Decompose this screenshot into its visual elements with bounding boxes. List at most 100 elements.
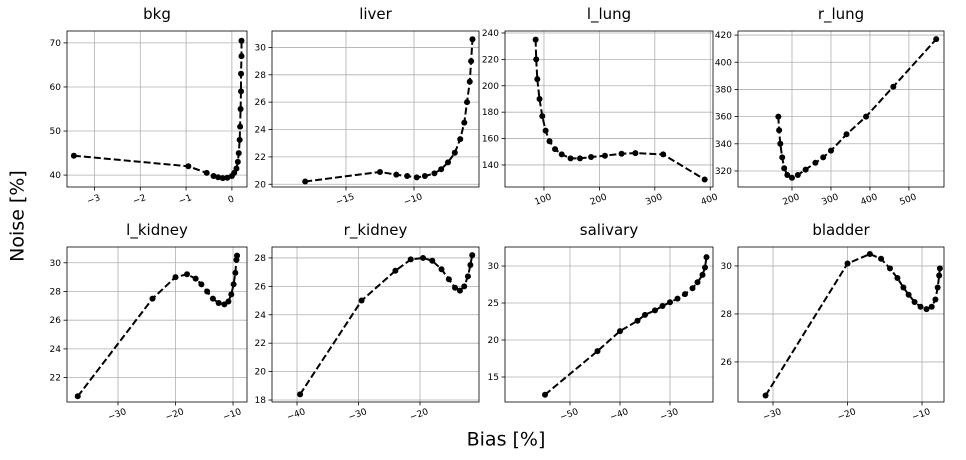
data-point: [172, 274, 179, 281]
y-tick-label: 26: [50, 316, 62, 326]
y-tick-label: 15: [488, 373, 499, 383]
data-point: [777, 140, 784, 147]
y-tick-label: 28: [255, 71, 267, 81]
y-tick-label: 28: [50, 287, 62, 297]
subplot-title: r_lung: [818, 5, 864, 24]
x-tick-label: −3: [86, 193, 102, 207]
data-point: [224, 174, 231, 181]
data-point: [421, 173, 428, 180]
data-point: [234, 158, 241, 165]
data-point: [762, 392, 769, 399]
data-point: [464, 273, 471, 280]
data-point: [788, 174, 795, 181]
y-tick-label: 20: [255, 368, 267, 378]
x-tick-label: −20: [409, 407, 431, 423]
y-tick-label: 22: [50, 374, 61, 384]
data-point: [536, 95, 543, 102]
y-tick-label: 200: [482, 82, 499, 92]
axes-frame: [66, 246, 248, 403]
data-point: [228, 291, 235, 298]
data-point: [576, 155, 583, 162]
series-line: [305, 39, 474, 183]
y-tick-label: 26: [721, 358, 733, 368]
data-point: [225, 298, 232, 305]
data-point: [667, 299, 673, 306]
x-tick-label: 100: [533, 192, 553, 207]
y-tick-label: 20: [255, 180, 267, 190]
data-point: [542, 391, 548, 398]
data-point: [468, 58, 475, 65]
data-point: [533, 56, 540, 63]
y-tick-label: 220: [482, 55, 499, 65]
data-point: [297, 391, 304, 398]
subplot-title: bladder: [812, 221, 870, 239]
x-tick-label: −10: [222, 407, 244, 423]
data-point: [843, 131, 850, 138]
data-point: [894, 274, 901, 281]
series-line: [777, 38, 937, 179]
x-tick-label: −40: [286, 407, 308, 423]
data-point: [936, 272, 943, 279]
data-point: [237, 106, 244, 112]
data-point: [923, 306, 930, 313]
y-tick-label: 160: [482, 135, 499, 145]
data-point: [674, 295, 681, 302]
data-point: [376, 168, 383, 175]
y-tick-label: 140: [482, 161, 499, 171]
x-tick-label: 0: [227, 194, 236, 205]
data-point: [445, 276, 452, 283]
axes-frame: [271, 246, 480, 403]
data-point: [230, 281, 237, 288]
data-point: [911, 298, 918, 305]
data-point: [934, 284, 941, 291]
data-point: [703, 254, 710, 261]
data-point: [567, 155, 574, 162]
data-point: [617, 328, 623, 335]
x-tick-label: −30: [107, 407, 129, 423]
x-tick-label: −30: [762, 407, 784, 423]
x-tick-label: −15: [335, 192, 356, 208]
data-point: [558, 151, 565, 158]
data-point: [238, 53, 245, 60]
y-tick-label: 380: [715, 85, 732, 95]
series-line: [77, 255, 239, 397]
data-point: [890, 83, 897, 90]
y-tick-label: 360: [715, 113, 732, 123]
y-tick-label: 60: [50, 83, 62, 93]
data-point: [794, 172, 801, 179]
data-point: [236, 136, 243, 143]
y-tick-label: 24: [255, 126, 267, 136]
data-point: [866, 250, 873, 257]
y-tick-label: 28: [255, 254, 267, 264]
y-axis-label: Noise [%]: [7, 170, 29, 262]
data-point: [233, 165, 240, 172]
subplot-title: l_lung: [587, 5, 631, 24]
data-point: [546, 138, 553, 145]
data-point: [660, 151, 667, 158]
x-tick-label: −20: [836, 407, 858, 423]
data-point: [701, 176, 708, 183]
y-tick-label: 50: [50, 127, 62, 137]
data-point: [905, 291, 912, 298]
data-point: [466, 78, 473, 85]
data-point: [438, 166, 445, 173]
data-point: [539, 113, 546, 120]
series-line: [764, 252, 941, 397]
data-point: [844, 260, 851, 267]
x-tick-label: 200: [782, 192, 802, 207]
data-point: [827, 147, 834, 154]
y-tick-label: 30: [50, 259, 62, 269]
x-tick-label: −10: [403, 192, 425, 208]
data-point: [215, 174, 222, 181]
y-tick-label: 18: [255, 396, 267, 406]
data-point: [659, 302, 666, 309]
data-point: [467, 262, 474, 269]
data-point: [917, 303, 924, 310]
data-point: [429, 257, 436, 264]
data-point: [438, 266, 445, 273]
y-tick-label: 26: [255, 282, 267, 292]
data-point: [237, 123, 244, 130]
data-point: [781, 165, 788, 172]
data-point: [775, 113, 782, 120]
data-point: [231, 169, 238, 176]
